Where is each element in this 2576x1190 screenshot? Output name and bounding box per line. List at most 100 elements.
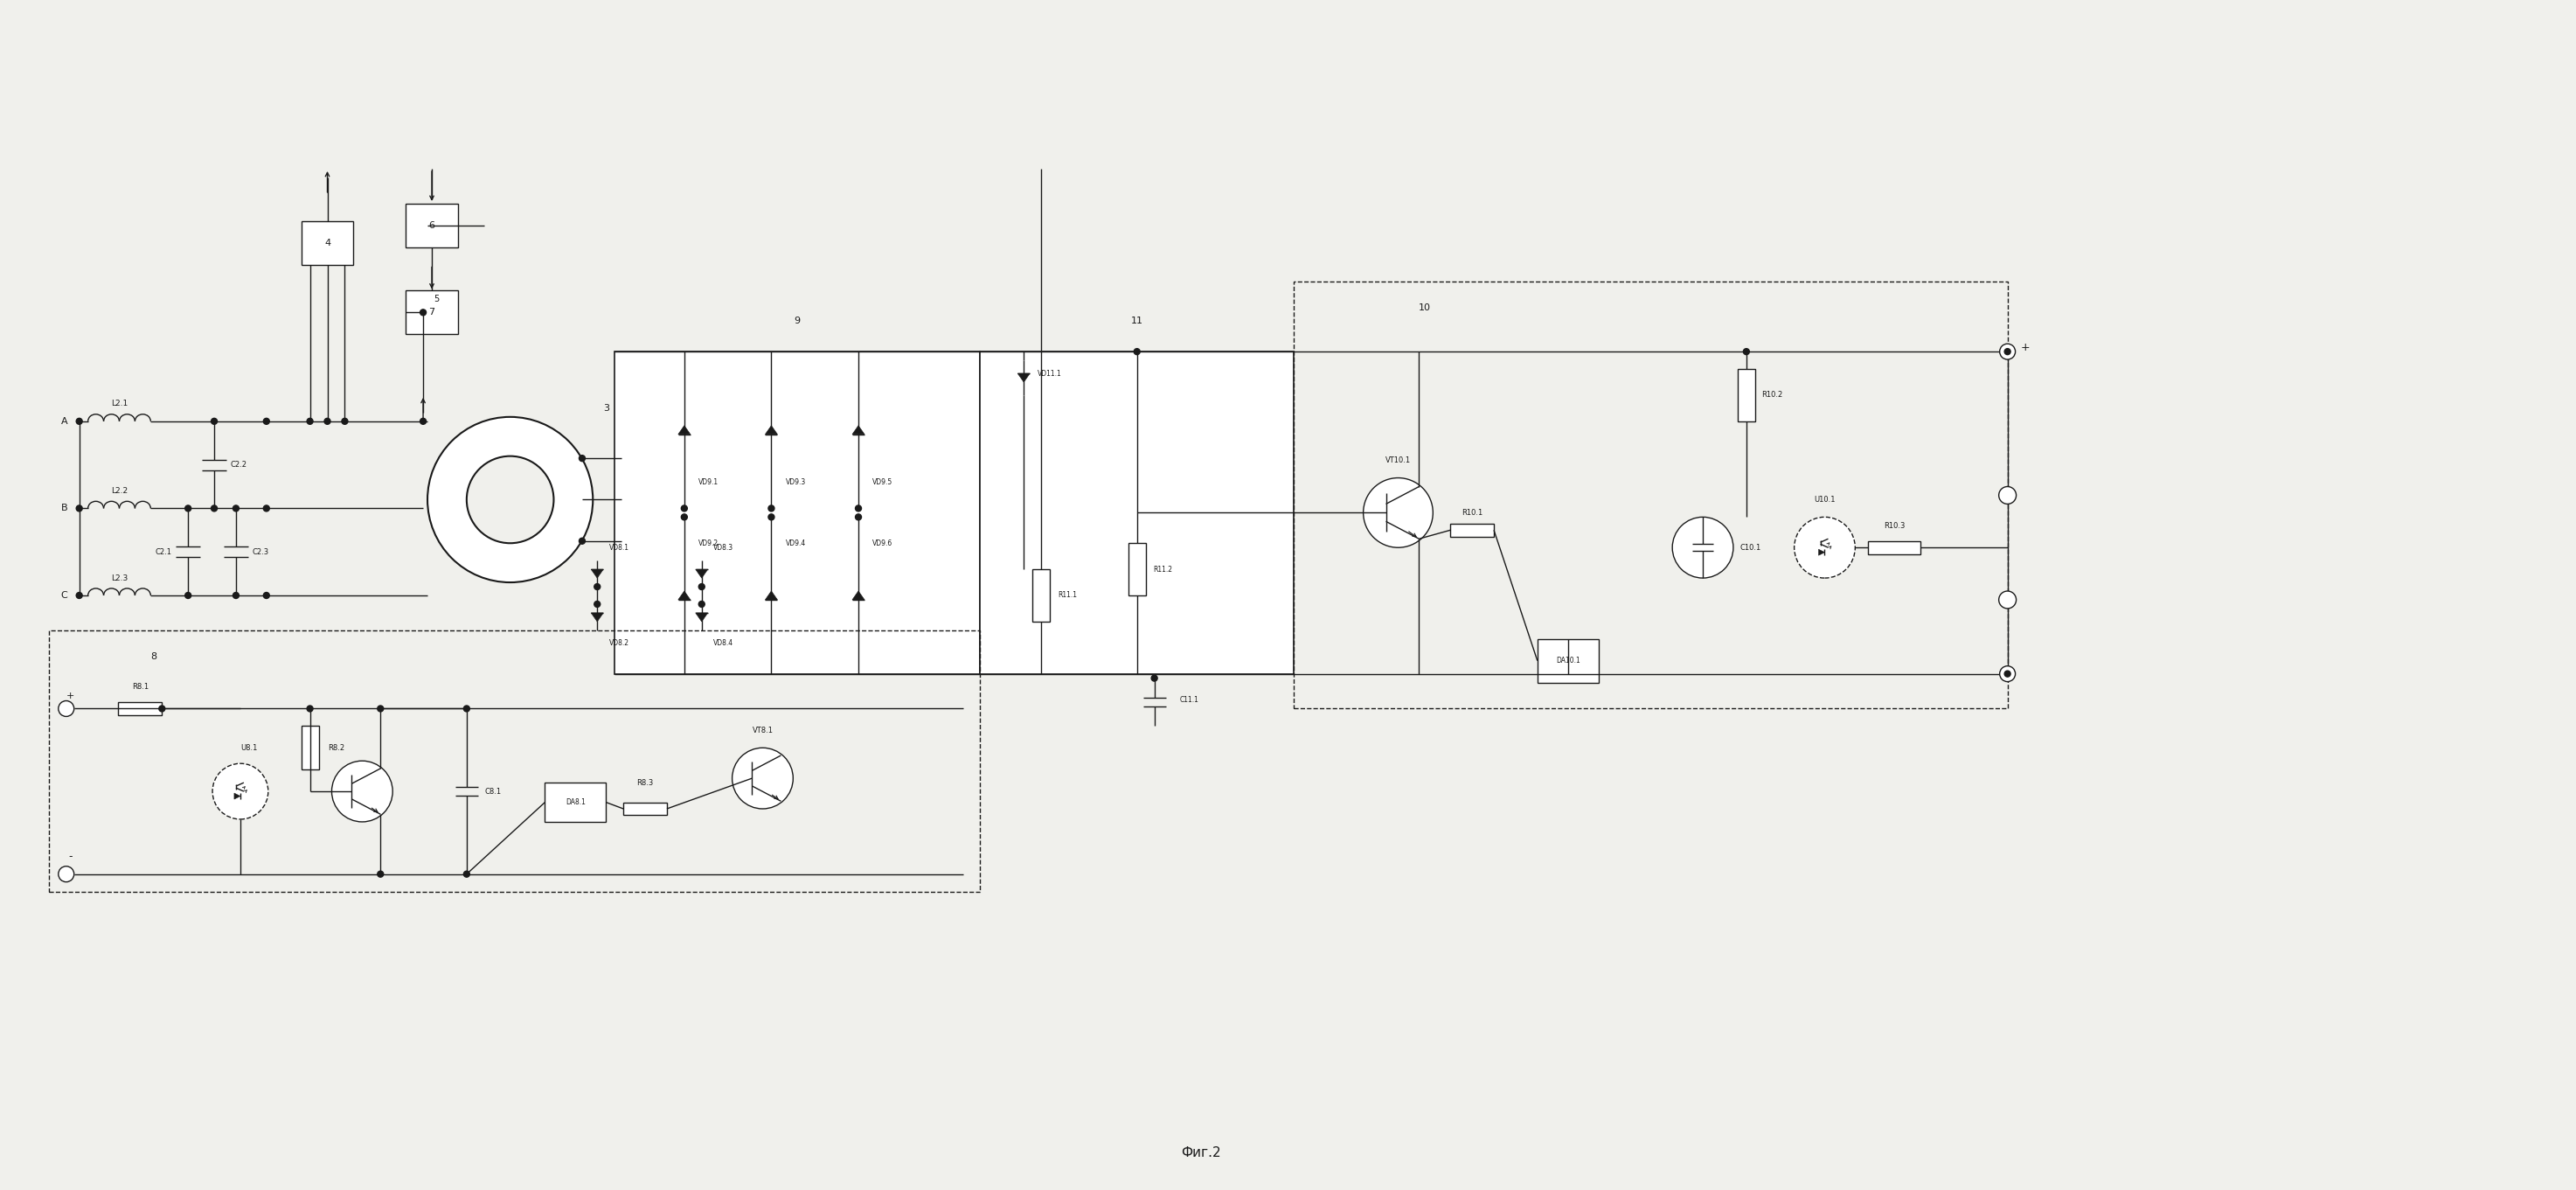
Circle shape (325, 418, 330, 425)
Polygon shape (696, 613, 708, 621)
Circle shape (1672, 518, 1734, 578)
Text: R11.1: R11.1 (1059, 591, 1077, 600)
Circle shape (420, 418, 425, 425)
Text: 7: 7 (428, 308, 435, 317)
Text: +: + (67, 691, 75, 700)
Text: 6: 6 (428, 221, 435, 230)
Text: L2.1: L2.1 (111, 400, 129, 408)
Text: Фиг.2: Фиг.2 (1180, 1146, 1221, 1159)
Text: R8.1: R8.1 (131, 683, 149, 691)
Circle shape (464, 871, 469, 877)
Text: C2.1: C2.1 (155, 547, 173, 556)
Circle shape (1999, 487, 2017, 505)
Circle shape (232, 593, 240, 599)
Text: C: C (62, 591, 67, 600)
Circle shape (307, 706, 314, 712)
Bar (404, 203, 459, 248)
Text: VD9.2: VD9.2 (698, 539, 719, 547)
Text: C10.1: C10.1 (1741, 544, 1762, 551)
Text: VT8.1: VT8.1 (752, 726, 773, 734)
Circle shape (232, 506, 240, 512)
Text: B: B (62, 505, 67, 513)
Circle shape (211, 506, 216, 512)
Circle shape (768, 514, 775, 520)
Bar (616, 351, 981, 674)
Text: L2.3: L2.3 (111, 574, 129, 582)
Circle shape (768, 506, 775, 512)
Circle shape (698, 601, 706, 607)
Text: 5: 5 (433, 295, 438, 303)
Circle shape (1363, 478, 1432, 547)
Polygon shape (590, 613, 603, 621)
Circle shape (2004, 349, 2009, 355)
Circle shape (1999, 666, 2014, 682)
Circle shape (580, 538, 585, 544)
Text: VD8.3: VD8.3 (714, 544, 734, 551)
Text: VD9.3: VD9.3 (786, 478, 806, 487)
Circle shape (595, 601, 600, 607)
Circle shape (379, 706, 384, 712)
Circle shape (379, 871, 384, 877)
Bar (118, 702, 162, 715)
Bar (1538, 639, 1597, 683)
Circle shape (59, 866, 75, 882)
Text: C8.1: C8.1 (484, 788, 502, 795)
Text: C2.3: C2.3 (252, 547, 268, 556)
Circle shape (263, 506, 270, 512)
Circle shape (680, 506, 688, 512)
Circle shape (464, 706, 469, 712)
Bar (301, 221, 353, 264)
Text: 9: 9 (793, 317, 801, 326)
Circle shape (263, 418, 270, 425)
Circle shape (1151, 675, 1157, 681)
Circle shape (343, 418, 348, 425)
Circle shape (1744, 349, 1749, 355)
Circle shape (420, 309, 425, 315)
Polygon shape (677, 426, 690, 434)
Circle shape (1999, 591, 2017, 608)
Circle shape (185, 506, 191, 512)
Circle shape (1133, 349, 1141, 355)
Circle shape (855, 506, 860, 512)
Text: R8.3: R8.3 (636, 778, 654, 787)
Circle shape (59, 701, 75, 716)
Circle shape (580, 456, 585, 462)
Circle shape (263, 593, 270, 599)
Text: R11.2: R11.2 (1154, 565, 1172, 574)
Circle shape (595, 583, 600, 590)
Bar (1033, 569, 1051, 621)
Bar (623, 802, 667, 815)
Text: C2.2: C2.2 (229, 461, 247, 469)
Circle shape (1999, 344, 2014, 359)
Polygon shape (765, 591, 778, 600)
Bar (301, 726, 319, 770)
Bar (1293, 282, 2007, 708)
Text: DA10.1: DA10.1 (1556, 657, 1579, 665)
Polygon shape (853, 426, 866, 434)
Circle shape (698, 583, 706, 590)
Text: -: - (70, 851, 72, 863)
Circle shape (332, 760, 392, 822)
Circle shape (680, 514, 688, 520)
Text: +: + (2020, 342, 2030, 353)
Text: R8.2: R8.2 (327, 744, 345, 752)
Polygon shape (590, 569, 603, 578)
Bar (1128, 543, 1146, 595)
Text: VD8.2: VD8.2 (608, 639, 629, 647)
Circle shape (1795, 518, 1855, 578)
Text: VD9.6: VD9.6 (873, 539, 894, 547)
Text: VD11.1: VD11.1 (1038, 369, 1061, 377)
Text: VT10.1: VT10.1 (1386, 457, 1412, 464)
Text: VD8.4: VD8.4 (714, 639, 734, 647)
Text: R10.3: R10.3 (1883, 522, 1906, 530)
Circle shape (77, 418, 82, 425)
Polygon shape (677, 591, 690, 600)
Text: VD9.5: VD9.5 (873, 478, 894, 487)
Bar (1739, 369, 1754, 421)
Text: DA8.1: DA8.1 (567, 798, 585, 806)
Circle shape (211, 418, 216, 425)
Text: 11: 11 (1131, 317, 1144, 326)
Polygon shape (234, 793, 240, 800)
Polygon shape (853, 591, 866, 600)
Circle shape (855, 514, 860, 520)
